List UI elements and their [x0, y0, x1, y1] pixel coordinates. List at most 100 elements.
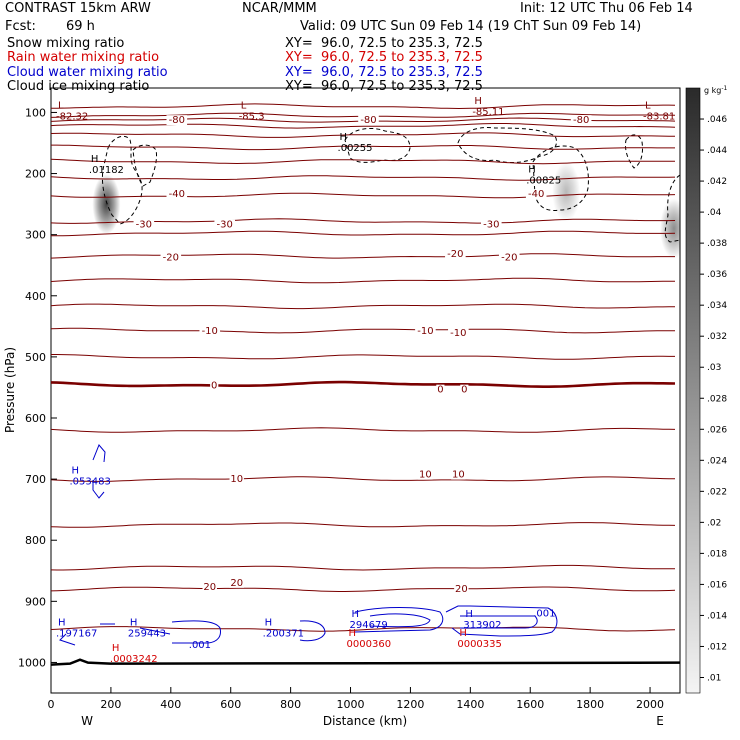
- extremum-marker: L: [645, 100, 651, 111]
- freezing-level-isotherm: [51, 380, 676, 388]
- colorbar-tick-label: .034: [707, 301, 727, 311]
- field-xy-rain: XY= 96.0, 72.5 to 235.3, 72.5: [285, 50, 483, 65]
- x-tick-label: 800: [280, 698, 301, 711]
- cloud-ice-contour: [132, 144, 157, 187]
- extremum-value: .00255: [338, 143, 373, 154]
- x-tick-label: 1800: [576, 698, 604, 711]
- temperature-isotherm: [51, 277, 675, 284]
- colorbar-tick-label: .012: [707, 642, 727, 652]
- isotherm-label: 0: [211, 380, 217, 391]
- field-xy-cloud-ice: XY= 96.0, 72.5 to 235.3, 72.5: [285, 79, 483, 94]
- extremum-value: .200371: [263, 628, 304, 639]
- isotherm-label: 0: [437, 385, 443, 396]
- snow-maximum: [660, 198, 680, 259]
- temperature-isotherm: [51, 564, 675, 571]
- cloud-water-contours: [59, 444, 558, 646]
- temperature-isotherm: [51, 192, 676, 199]
- x-axis-label: Distance (km): [323, 714, 407, 728]
- extremum-marker: H: [91, 154, 99, 165]
- temperature-isotherm: [51, 354, 675, 360]
- forecast-label: Fcst:: [5, 19, 36, 34]
- east-label: E: [656, 714, 664, 728]
- colorbar-tick-label: .038: [707, 239, 727, 249]
- extremum-value: 0000360: [347, 639, 392, 650]
- y-tick-label: 800: [25, 534, 46, 547]
- colorbar-tick-label: .016: [707, 580, 727, 590]
- model-title: CONTRAST 15km ARW: [5, 1, 151, 16]
- isotherm-label: 20: [203, 582, 216, 593]
- cloud-water-contour: [369, 613, 431, 628]
- cloud-ice-contour: [457, 127, 557, 164]
- cloud-ice-contour: [532, 145, 589, 211]
- cloud-water-contour: [445, 605, 558, 637]
- extremum-value: .0003242: [110, 654, 158, 665]
- x-tick-label: 1600: [516, 698, 544, 711]
- colorbar: .046 .044 .042 .04 .038 .036 .034 .032 .03 .028 .0…: [685, 85, 728, 694]
- cloud-water-contour: [171, 620, 221, 644]
- extremum-value: .01182: [89, 165, 124, 176]
- y-tick-label: 100: [25, 106, 46, 119]
- field-xy-cloud-water: XY= 96.0, 72.5 to 235.3, 72.5: [285, 65, 483, 80]
- x-tick-label: 0: [48, 698, 55, 711]
- colorbar-tick-label: .022: [707, 487, 727, 497]
- extremum-marker: L: [241, 100, 247, 111]
- x-tick-label: 2000: [636, 698, 664, 711]
- isotherm-label: 0: [461, 385, 467, 396]
- y-tick-label: 500: [25, 351, 46, 364]
- extremum-marker: H: [71, 465, 79, 476]
- center-label: NCAR/MMM: [242, 1, 317, 16]
- isotherm-label: -20: [501, 253, 517, 264]
- extremum-value: .197167: [56, 628, 97, 639]
- cloud-water-label: .001: [189, 640, 211, 651]
- isotherm-label: -10: [417, 326, 433, 337]
- extremum-marker: H: [130, 617, 138, 628]
- isotherm-label: -10: [202, 326, 218, 337]
- colorbar-tick-label: .024: [707, 456, 727, 466]
- temperature-isotherm: [51, 103, 676, 110]
- extremum-value: .00825: [526, 176, 561, 187]
- snow-shading: [92, 161, 680, 259]
- extremum-value: 294679: [350, 620, 388, 631]
- init-time: Init: 12 UTC Thu 06 Feb 14: [520, 1, 693, 16]
- cloud-water-contour: [354, 607, 444, 633]
- extremum-marker: H: [474, 96, 482, 107]
- isotherm-label: -20: [163, 253, 179, 264]
- x-tick-label: 200: [100, 698, 121, 711]
- temperature-isotherm: [51, 175, 676, 181]
- y-tick-label: 600: [25, 412, 46, 425]
- valid-time: Valid: 09 UTC Sun 09 Feb 14 (19 ChT Sun …: [300, 19, 642, 34]
- cloud-ice-contour: [664, 174, 680, 243]
- colorbar-tick-label: .028: [707, 394, 727, 404]
- terrain-line: [51, 658, 680, 666]
- colorbar-tick-label: .02: [707, 518, 721, 528]
- y-tick-label: 700: [25, 473, 46, 486]
- colorbar-tick-label: .03: [707, 363, 721, 373]
- x-tick-label: 400: [160, 698, 181, 711]
- y-axis-label: Pressure (hPa): [3, 347, 17, 433]
- cloud-ice-contour: [625, 134, 643, 169]
- isotherm-label: -40: [169, 189, 185, 200]
- colorbar-tick-label: .032: [707, 332, 727, 342]
- temperature-isotherm: [51, 158, 676, 165]
- colorbar-tick-label: .026: [707, 425, 727, 435]
- temperature-isotherm: [51, 427, 676, 433]
- colorbar-tick-label: .046: [707, 115, 727, 125]
- colorbar-tick-label: .018: [707, 549, 727, 559]
- isotherm-label: -30: [217, 220, 233, 231]
- snow-maximum: [552, 161, 581, 222]
- extremum-marker: H: [58, 617, 66, 628]
- x-tick-label: 600: [220, 698, 241, 711]
- extremum-value: .053483: [69, 476, 110, 487]
- isotherm-label: 10: [419, 470, 432, 481]
- temperature-isotherm: [51, 230, 676, 237]
- extremum-value: -85.11: [472, 107, 504, 118]
- x-tick-label: 1400: [456, 698, 484, 711]
- temperature-isotherm: [51, 327, 675, 334]
- colorbar-tick-label: .04: [707, 208, 722, 218]
- cloud-ice-contour: [344, 127, 411, 163]
- temperature-isotherm: [51, 476, 676, 482]
- y-tick-label: 200: [25, 168, 46, 181]
- cloud-water-contour: [460, 615, 538, 629]
- isotherm-label: 20: [455, 584, 468, 595]
